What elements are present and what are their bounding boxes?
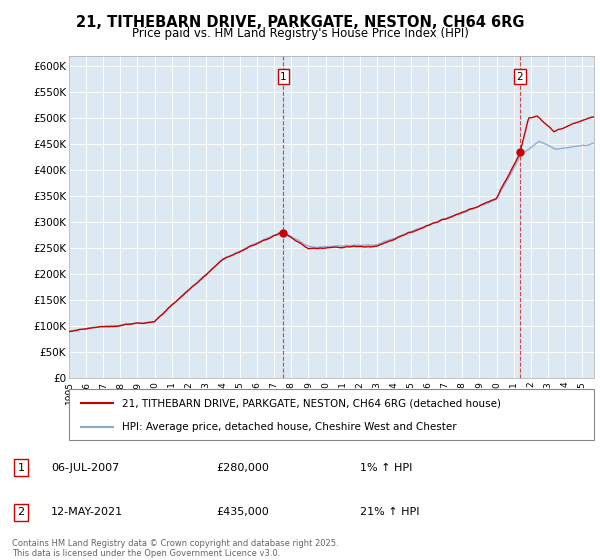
Text: £435,000: £435,000 — [216, 507, 269, 517]
Text: HPI: Average price, detached house, Cheshire West and Chester: HPI: Average price, detached house, Ches… — [121, 422, 456, 432]
Text: 21, TITHEBARN DRIVE, PARKGATE, NESTON, CH64 6RG: 21, TITHEBARN DRIVE, PARKGATE, NESTON, C… — [76, 15, 524, 30]
Text: £280,000: £280,000 — [216, 463, 269, 473]
Text: 1: 1 — [17, 463, 25, 473]
Text: 21, TITHEBARN DRIVE, PARKGATE, NESTON, CH64 6RG (detached house): 21, TITHEBARN DRIVE, PARKGATE, NESTON, C… — [121, 398, 500, 408]
Text: Price paid vs. HM Land Registry's House Price Index (HPI): Price paid vs. HM Land Registry's House … — [131, 27, 469, 40]
Text: Contains HM Land Registry data © Crown copyright and database right 2025.
This d: Contains HM Land Registry data © Crown c… — [12, 539, 338, 558]
Text: 2: 2 — [17, 507, 25, 517]
Text: 1% ↑ HPI: 1% ↑ HPI — [360, 463, 412, 473]
Text: 12-MAY-2021: 12-MAY-2021 — [51, 507, 123, 517]
FancyBboxPatch shape — [69, 389, 594, 440]
Text: 1: 1 — [280, 72, 287, 82]
Text: 2: 2 — [517, 72, 523, 82]
Text: 21% ↑ HPI: 21% ↑ HPI — [360, 507, 419, 517]
Text: 06-JUL-2007: 06-JUL-2007 — [51, 463, 119, 473]
